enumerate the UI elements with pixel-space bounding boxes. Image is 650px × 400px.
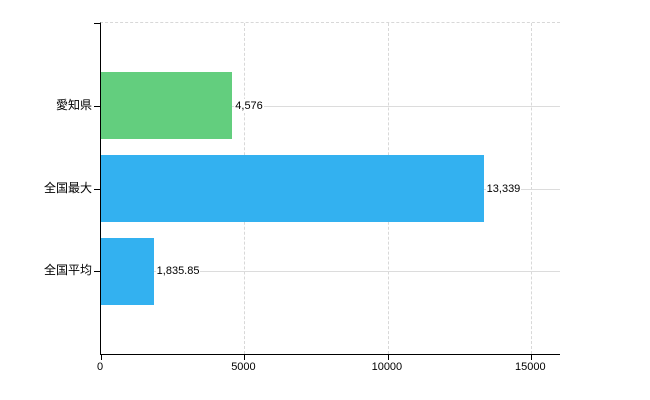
bar-value-label: 1,835.85 [155, 264, 201, 279]
y-axis-tick [94, 105, 100, 107]
y-axis-top-tick [94, 23, 100, 24]
x-tick-label: 15000 [515, 361, 546, 373]
y-axis-tick [94, 271, 100, 273]
x-tick-label: 0 [96, 361, 104, 373]
bar [101, 155, 484, 222]
x-axis-tick [244, 355, 246, 360]
category-gridline [101, 271, 560, 273]
bar-value-label: 13,339 [485, 181, 522, 196]
y-axis-tick [94, 188, 100, 190]
bar [101, 72, 233, 140]
bar-value-label: 4,576 [234, 98, 264, 113]
x-axis-tick [531, 355, 533, 360]
bar [101, 237, 154, 305]
y-category-label: 愛知県 [55, 97, 92, 112]
plot-area: 4,576 13,339 1,835.85 [94, 22, 560, 360]
x-axis-tick [387, 355, 389, 360]
x-tick-label: 10000 [371, 361, 403, 373]
category-gridline [101, 105, 560, 107]
x-axis-tick [101, 355, 102, 360]
y-category-label: 全国平均 [43, 263, 92, 278]
x-tick-label: 5000 [231, 361, 256, 373]
y-category-label: 全国最大 [43, 180, 92, 195]
